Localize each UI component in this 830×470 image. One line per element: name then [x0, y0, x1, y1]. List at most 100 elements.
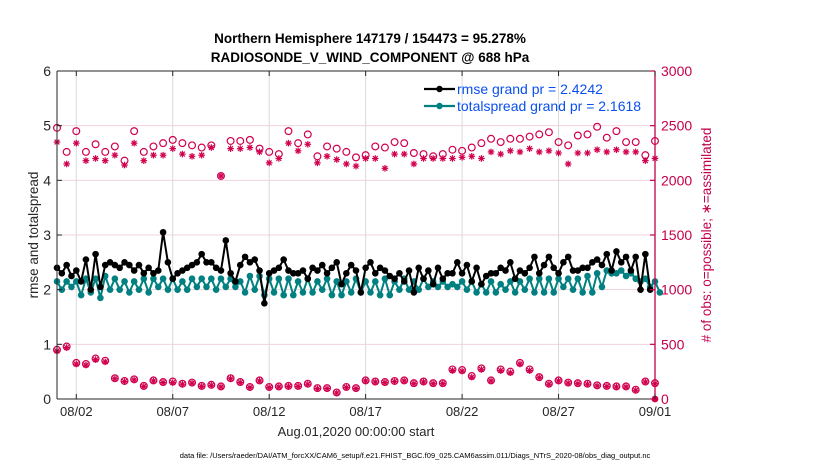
obs-possible-point — [342, 147, 351, 156]
asterisk-stroke — [92, 356, 99, 363]
obs-assimilated-point — [314, 159, 321, 167]
y-tick-label-left: 6 — [43, 63, 51, 79]
obs-assimilated-point — [275, 155, 283, 162]
obs-assimilated-point — [410, 380, 418, 387]
asterisk-stroke — [304, 141, 311, 148]
obs-assimilated-point — [439, 380, 447, 387]
obs-assimilated-point — [564, 160, 572, 168]
asterisk-stroke — [343, 161, 350, 167]
asterisk-stroke — [575, 150, 581, 156]
rmse-point — [236, 261, 244, 269]
rmse-point — [400, 278, 408, 285]
totalspread-point — [270, 289, 278, 296]
totalspread-point — [318, 286, 326, 293]
asterisk-stroke — [150, 378, 157, 384]
asterisk-stroke — [526, 145, 533, 152]
chart-title-line-2: RADIOSONDE_V_WIND_COMPONENT @ 688 hPa — [211, 50, 530, 65]
totalspread-point — [97, 294, 104, 302]
obs-possible-point — [535, 130, 544, 139]
obs-assimilated-point — [256, 148, 263, 156]
obs-assimilated-point — [265, 384, 273, 391]
asterisk-stroke — [584, 381, 591, 388]
rmse-point — [468, 278, 476, 285]
obs-assimilated-point — [632, 148, 640, 156]
obs-assimilated-point — [429, 380, 437, 387]
rmse-point — [208, 259, 215, 266]
rmse-point — [593, 256, 601, 263]
x-tick-label: 08/02 — [60, 404, 93, 419]
asterisk-stroke — [63, 161, 70, 167]
totalspread-point — [333, 278, 341, 285]
asterisk-stroke — [189, 153, 195, 160]
asterisk-stroke — [112, 375, 118, 382]
obs-assimilated-point — [632, 386, 640, 394]
asterisk-stroke — [372, 379, 379, 385]
obs-assimilated-point — [507, 147, 514, 155]
rmse-point — [642, 250, 649, 258]
obs-assimilated-point — [140, 157, 148, 164]
rmse-point — [415, 264, 422, 272]
rmse-point — [637, 286, 644, 293]
totalspread-point — [396, 286, 403, 293]
obs-assimilated-point — [487, 148, 495, 156]
obs-assimilated-point — [150, 151, 157, 159]
obs-possible-point — [622, 138, 631, 147]
totalspread-point — [314, 278, 321, 285]
obs-assimilated-point — [140, 383, 148, 390]
asterisk-stroke — [546, 381, 552, 388]
asterisk-stroke — [497, 151, 504, 157]
asterisk-stroke — [63, 344, 70, 351]
totalspread-point — [593, 269, 601, 277]
y-tick-label-left: 1 — [43, 336, 51, 352]
obs-possible-point — [573, 131, 582, 140]
legend-label-totalspread: totalspread grand pr = 2.1618 — [457, 98, 641, 114]
obs-assimilated-point — [121, 378, 128, 385]
obs-assimilated-point — [593, 382, 601, 390]
totalspread-point — [328, 291, 336, 299]
totalspread-point — [632, 275, 640, 283]
asterisk-stroke — [266, 160, 272, 166]
obs-assimilated-point — [362, 155, 369, 162]
asterisk-stroke — [584, 150, 591, 156]
y-tick-label-right: 0 — [661, 391, 669, 407]
asterisk-stroke — [73, 361, 80, 367]
obs-assimilated-point — [294, 383, 302, 390]
series-obs-assimilated — [53, 138, 659, 180]
obs-assimilated-point — [82, 361, 90, 369]
asterisk-stroke — [304, 381, 311, 388]
obs-assimilated-point — [217, 383, 225, 391]
rmse-point — [87, 286, 95, 293]
rmse-point — [617, 259, 625, 266]
obs-assimilated-point — [555, 377, 562, 385]
rmse-point — [613, 248, 620, 255]
rmse-point — [535, 269, 543, 277]
totalspread-point — [72, 278, 80, 285]
rmse-point — [574, 267, 582, 274]
obs-possible-point — [496, 138, 505, 147]
totalspread-point — [188, 275, 196, 283]
asterisk-stroke — [382, 165, 388, 172]
obs-possible-point — [525, 132, 534, 141]
rmse-point — [560, 259, 567, 266]
rmse-point — [227, 269, 234, 277]
obs-assimilated-point — [478, 155, 485, 162]
obs-assimilated-point — [285, 139, 292, 147]
asterisk-stroke — [546, 148, 552, 154]
rmse-point — [198, 250, 205, 258]
x-tick-label: 08/17 — [349, 404, 382, 419]
obs-possible-point — [583, 130, 592, 139]
obs-assimilated-point — [593, 146, 601, 154]
rmse-point — [203, 259, 210, 266]
rmse-point — [140, 269, 148, 277]
obs-assimilated-point — [622, 148, 630, 156]
obs-assimilated-point — [150, 377, 157, 385]
asterisk-stroke — [430, 155, 436, 162]
obs-possible-point — [477, 139, 486, 148]
obs-assimilated-point — [159, 379, 167, 386]
asterisk-stroke — [218, 173, 224, 179]
obs-assimilated-point — [82, 157, 90, 164]
totalspread-point — [285, 275, 292, 283]
totalspread-point — [497, 280, 504, 288]
asterisk-stroke — [150, 152, 157, 158]
asterisk-stroke — [382, 379, 388, 386]
